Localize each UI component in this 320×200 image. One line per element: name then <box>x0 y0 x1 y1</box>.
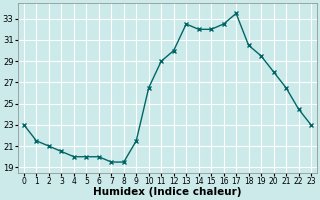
X-axis label: Humidex (Indice chaleur): Humidex (Indice chaleur) <box>93 187 242 197</box>
